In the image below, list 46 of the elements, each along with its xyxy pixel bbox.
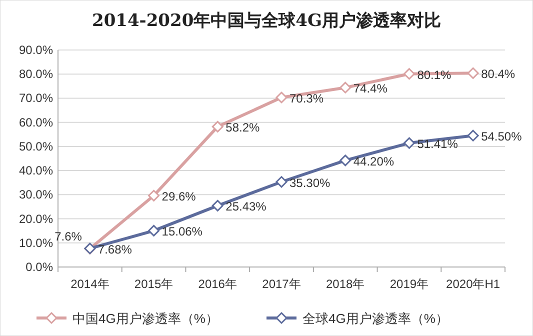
y-tick-label: 70.0% [18, 91, 54, 106]
x-tick-label: 2019年 [390, 277, 429, 291]
data-label: 29.6% [162, 190, 196, 204]
point [340, 154, 352, 166]
data-label: 54.50% [481, 130, 522, 144]
y-tick-label: 0.0% [26, 260, 54, 274]
data-label: 80.4% [481, 67, 516, 82]
point [467, 67, 479, 79]
x-tick-label: 2018年 [326, 277, 365, 291]
data-label: 7.68% [98, 242, 132, 256]
point [403, 68, 415, 80]
x-tick-label: 2020年H1 [446, 277, 500, 291]
legend-label: 全球4G用户渗透率（%） [302, 311, 448, 326]
data-label: 74.4% [353, 82, 388, 96]
data-label: 7.6% [54, 230, 82, 244]
point [403, 137, 415, 149]
y-tick-label: 30.0% [18, 188, 54, 202]
x-tick-label: 2014年 [70, 277, 110, 291]
x-tick-label: 2017年 [262, 277, 301, 291]
point [212, 120, 224, 132]
x-tick-label: 2015年 [134, 277, 174, 291]
point [212, 200, 224, 212]
data-label: 25.43% [226, 200, 267, 214]
data-label: 15.06% [162, 224, 203, 239]
point [276, 92, 288, 104]
y-tick-label: 90.0% [18, 43, 54, 57]
data-label: 70.3% [290, 92, 324, 106]
point [340, 82, 352, 94]
legend-label: 中国4G用户渗透率（%） [72, 311, 218, 326]
data-label: 51.41% [417, 137, 458, 152]
x-tick-label: 2016年 [198, 277, 237, 291]
point [148, 224, 160, 236]
data-label: 80.1% [417, 68, 452, 82]
y-tick-label: 10.0% [18, 236, 54, 250]
point [148, 190, 160, 202]
y-tick-label: 20.0% [18, 212, 54, 226]
data-label: 35.30% [290, 176, 331, 190]
point [276, 176, 288, 188]
y-tick-label: 60.0% [18, 115, 54, 130]
y-tick-label: 80.0% [18, 67, 54, 82]
data-label: 44.20% [353, 154, 394, 168]
y-tick-label: 50.0% [18, 139, 54, 154]
data-label: 58.2% [226, 120, 260, 135]
y-tick-label: 40.0% [18, 164, 54, 178]
point [467, 130, 479, 142]
chart-title: 2014-2020年中国与全球4G用户渗透率对比 [92, 11, 442, 31]
